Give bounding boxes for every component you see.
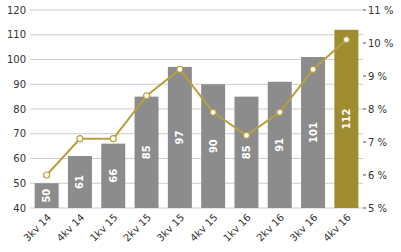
marker — [77, 136, 83, 142]
x-tick-label: 4kv 14 — [55, 212, 87, 244]
bar — [35, 183, 59, 208]
marker — [343, 37, 349, 43]
background — [0, 0, 401, 252]
bar — [135, 97, 159, 208]
x-tick-label: 3kv 16 — [288, 212, 320, 244]
y-tick-label: 100 — [7, 54, 26, 65]
data-label: 61 — [74, 175, 85, 189]
x-tick-label: 1kv 16 — [221, 212, 253, 244]
x-tick-label: 4kv 15 — [188, 212, 220, 244]
bar — [234, 97, 258, 208]
y-tick-label: 80 — [13, 104, 26, 115]
y2-tick — [363, 10, 366, 11]
marker — [210, 109, 216, 115]
data-labels: 50 61 66 85 97 90 85 91 101 112 — [41, 108, 352, 202]
marker — [144, 93, 150, 99]
y2-tick-label: 8 % — [368, 104, 387, 115]
y2-tick — [363, 175, 366, 176]
marker — [110, 136, 116, 142]
line — [47, 40, 347, 175]
x-tick-label: 2kv 16 — [254, 212, 286, 244]
y-tick-label: 70 — [13, 128, 26, 139]
y-tick-label: 90 — [13, 79, 26, 90]
bar — [101, 144, 125, 208]
x-tick-label: 3kv 15 — [155, 212, 187, 244]
y2-tick-label: 6 % — [368, 170, 387, 181]
x-tick-label: 3kv 14 — [21, 212, 53, 244]
x-tick-label: 1kv 15 — [88, 212, 120, 244]
y-tick-label: 40 — [13, 203, 26, 214]
y2-tick — [363, 109, 366, 110]
x-tick-label: 4kv 16 — [321, 212, 353, 244]
data-label: 101 — [308, 122, 319, 143]
y2-tick — [363, 142, 366, 143]
y2-tick — [363, 208, 366, 209]
y2-tick — [363, 76, 366, 77]
x-tick-label: 2kv 15 — [121, 212, 153, 244]
chart: 40 50 60 70 80 90 100 110 120 5 % 6 % 7 % 8 % 9 % 10 %… — [0, 0, 401, 252]
y2-tick-label: 11 % — [368, 5, 393, 16]
data-label: 66 — [108, 169, 119, 183]
data-label: 112 — [341, 108, 352, 129]
y-tick-label: 50 — [13, 178, 26, 189]
marker — [44, 172, 50, 178]
y-tick-label: 110 — [7, 29, 26, 40]
bar — [168, 67, 192, 208]
bar — [68, 156, 92, 208]
data-label: 85 — [141, 145, 152, 159]
grid-line — [30, 10, 363, 11]
y2-tick-label: 5 % — [368, 203, 387, 214]
y2-tick — [363, 43, 366, 44]
plot-area — [35, 30, 359, 208]
y-tick-label: 60 — [13, 153, 26, 164]
y-tick-label: 120 — [7, 5, 26, 16]
data-label: 91 — [274, 138, 285, 152]
data-label: 50 — [41, 189, 52, 203]
y2-tick-label: 9 % — [368, 71, 387, 82]
data-label: 90 — [208, 139, 219, 153]
marker — [177, 66, 183, 72]
data-label: 97 — [174, 130, 185, 144]
y2-tick-label: 7 % — [368, 137, 387, 148]
marker — [277, 109, 283, 115]
bar — [334, 30, 358, 208]
grid-line — [30, 34, 363, 35]
y2-tick-label: 10 % — [368, 38, 393, 49]
marker — [310, 66, 316, 72]
data-label: 85 — [241, 145, 252, 159]
marker — [243, 132, 249, 138]
axes: 40 50 60 70 80 90 100 110 120 5 % 6 % 7 % 8 % 9 % 10 %… — [7, 5, 394, 244]
